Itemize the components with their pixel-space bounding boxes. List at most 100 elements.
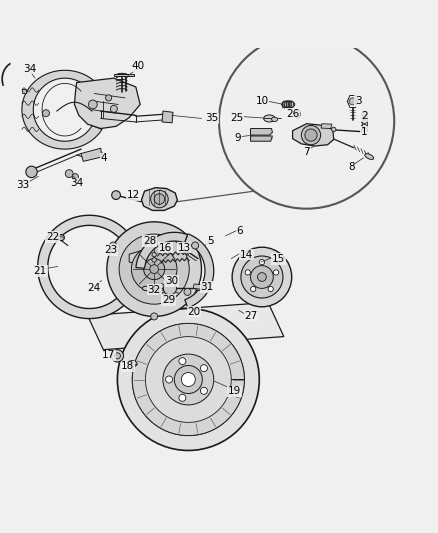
Circle shape xyxy=(251,265,273,288)
Ellipse shape xyxy=(264,115,275,122)
Text: 33: 33 xyxy=(16,180,29,190)
Circle shape xyxy=(107,222,201,317)
Circle shape xyxy=(219,34,394,209)
Text: 28: 28 xyxy=(143,236,156,246)
Polygon shape xyxy=(74,78,140,128)
Circle shape xyxy=(88,100,97,109)
Circle shape xyxy=(192,242,199,249)
Circle shape xyxy=(110,106,117,112)
Polygon shape xyxy=(88,302,284,350)
Polygon shape xyxy=(38,215,140,319)
Text: 4: 4 xyxy=(101,154,108,163)
Circle shape xyxy=(163,282,177,295)
Polygon shape xyxy=(162,111,173,123)
Circle shape xyxy=(114,353,120,359)
Circle shape xyxy=(106,95,112,101)
Polygon shape xyxy=(321,124,332,128)
Text: 18: 18 xyxy=(121,361,134,372)
Circle shape xyxy=(259,260,265,265)
Circle shape xyxy=(26,166,37,177)
Circle shape xyxy=(152,253,156,257)
Polygon shape xyxy=(136,232,187,268)
Polygon shape xyxy=(132,324,244,435)
Polygon shape xyxy=(81,148,102,161)
Circle shape xyxy=(179,358,186,365)
Circle shape xyxy=(258,273,266,281)
Circle shape xyxy=(273,270,279,275)
Circle shape xyxy=(152,258,156,262)
Text: 25: 25 xyxy=(230,112,243,123)
Text: 17: 17 xyxy=(102,350,115,360)
Text: 9: 9 xyxy=(234,133,241,143)
Circle shape xyxy=(111,350,124,362)
Circle shape xyxy=(112,191,120,199)
Polygon shape xyxy=(22,70,102,149)
Polygon shape xyxy=(22,88,26,93)
Ellipse shape xyxy=(272,117,278,122)
Circle shape xyxy=(174,366,202,393)
Circle shape xyxy=(58,235,64,241)
Text: 27: 27 xyxy=(244,311,258,320)
Text: 20: 20 xyxy=(187,306,201,317)
Text: 2: 2 xyxy=(361,111,368,122)
Circle shape xyxy=(110,242,117,249)
Ellipse shape xyxy=(142,286,149,290)
Text: 3: 3 xyxy=(355,96,362,106)
Circle shape xyxy=(241,256,283,298)
Text: 5: 5 xyxy=(207,236,214,246)
Text: 8: 8 xyxy=(348,161,355,172)
Text: 31: 31 xyxy=(201,282,214,292)
Ellipse shape xyxy=(296,110,300,118)
Ellipse shape xyxy=(282,101,295,108)
Text: 26: 26 xyxy=(286,109,299,119)
Circle shape xyxy=(65,169,73,177)
Circle shape xyxy=(166,376,173,383)
Text: 16: 16 xyxy=(159,243,172,253)
Ellipse shape xyxy=(365,154,374,159)
Circle shape xyxy=(151,313,158,320)
Text: 10: 10 xyxy=(255,96,268,107)
Text: 14: 14 xyxy=(240,249,253,260)
Circle shape xyxy=(119,234,189,304)
Text: 6: 6 xyxy=(237,227,243,237)
Text: 35: 35 xyxy=(205,114,218,124)
Circle shape xyxy=(201,365,208,372)
Circle shape xyxy=(301,125,321,145)
Text: 40: 40 xyxy=(131,61,145,71)
Circle shape xyxy=(179,308,189,319)
Polygon shape xyxy=(114,74,134,76)
Text: 24: 24 xyxy=(88,282,101,293)
Polygon shape xyxy=(185,234,214,308)
Polygon shape xyxy=(251,136,272,141)
Circle shape xyxy=(305,129,317,141)
Circle shape xyxy=(268,286,273,292)
Text: 1: 1 xyxy=(361,127,368,136)
Circle shape xyxy=(184,288,191,295)
Text: 23: 23 xyxy=(104,245,117,255)
Circle shape xyxy=(232,247,292,307)
Polygon shape xyxy=(193,284,203,289)
Text: 22: 22 xyxy=(46,232,59,242)
Text: 7: 7 xyxy=(303,147,310,157)
Circle shape xyxy=(151,190,168,208)
Circle shape xyxy=(349,98,356,105)
Polygon shape xyxy=(251,128,272,135)
Text: 21: 21 xyxy=(34,266,47,276)
Circle shape xyxy=(163,354,214,405)
Text: 12: 12 xyxy=(127,190,140,200)
Circle shape xyxy=(181,373,195,386)
Circle shape xyxy=(144,259,165,280)
Circle shape xyxy=(132,324,244,435)
Circle shape xyxy=(245,270,251,275)
Circle shape xyxy=(201,387,208,394)
Ellipse shape xyxy=(195,286,201,290)
Polygon shape xyxy=(293,124,334,146)
Circle shape xyxy=(154,194,165,204)
Circle shape xyxy=(194,308,200,313)
Text: 15: 15 xyxy=(272,254,285,264)
Text: 32: 32 xyxy=(148,285,161,295)
Text: 13: 13 xyxy=(177,243,191,253)
Text: 34: 34 xyxy=(70,178,83,188)
Text: 29: 29 xyxy=(162,295,175,305)
Text: 19: 19 xyxy=(228,386,241,397)
